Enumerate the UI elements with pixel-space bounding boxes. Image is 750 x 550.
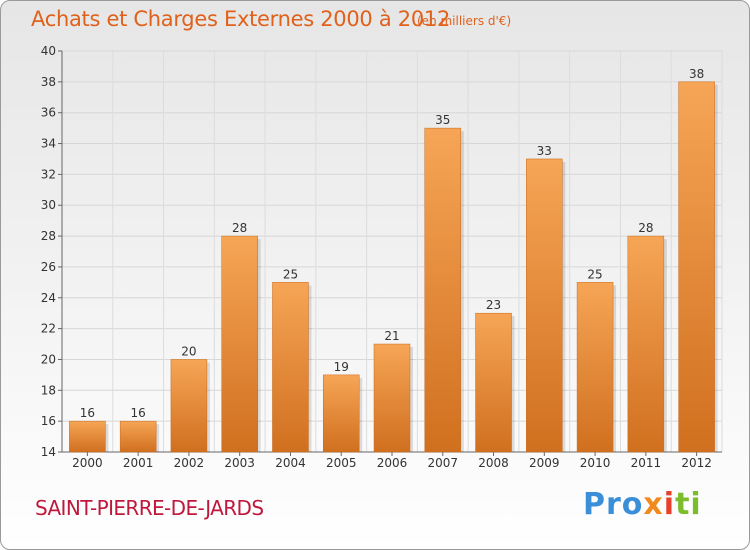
- bar: [119, 420, 157, 453]
- data-label: 16: [131, 406, 146, 420]
- y-tick-label: 24: [41, 291, 56, 305]
- y-tick-label: 38: [41, 75, 56, 89]
- x-tick-label: 2010: [580, 456, 611, 470]
- bar: [69, 420, 106, 453]
- x-tick-label: 2000: [72, 456, 103, 470]
- y-tick-label: 34: [41, 137, 56, 151]
- axes: 14 16 18 20 22 24 26 28 30 32 34 36 38 40 2000 2001 2002…: [41, 44, 722, 470]
- bar: [475, 312, 512, 453]
- x-tick-label: 2004: [275, 456, 306, 470]
- data-label: 16: [80, 406, 95, 420]
- data-label: 38: [689, 67, 704, 81]
- x-tick-label: 2009: [529, 456, 560, 470]
- x-tick-label: 2007: [427, 456, 458, 470]
- bar: [678, 81, 715, 453]
- y-tick-label: 14: [41, 445, 56, 459]
- data-label: 19: [334, 360, 349, 374]
- x-tick-label: 2003: [224, 456, 255, 470]
- data-labels: 16 16 20 28 25 19 21 35 23 33 25 28 38: [80, 67, 705, 420]
- proxiti-logo[interactable]: Proxiti: [583, 487, 702, 522]
- y-tick-label: 28: [41, 229, 56, 243]
- bar: [424, 127, 462, 453]
- y-tick-label: 22: [41, 322, 56, 336]
- bar: [221, 235, 258, 453]
- logo-part: Pro: [583, 487, 644, 522]
- y-tick-label: 26: [41, 260, 56, 274]
- data-label: 33: [537, 144, 552, 158]
- bar: [627, 235, 665, 453]
- x-tick-label: 2001: [123, 456, 154, 470]
- y-tick-label: 36: [41, 106, 56, 120]
- data-label: 25: [587, 267, 602, 281]
- chart-title: Achats et Charges Externes 2000 à 2012: [31, 7, 451, 31]
- data-label: 28: [232, 221, 247, 235]
- bars: [69, 81, 718, 453]
- data-label: 28: [638, 221, 653, 235]
- x-tick-label: 2005: [326, 456, 357, 470]
- bar: [576, 282, 614, 453]
- y-tick-label: 32: [41, 167, 56, 181]
- y-tick-label: 40: [41, 44, 56, 58]
- bar: [272, 282, 309, 453]
- commune-name: SAINT-PIERRE-DE-JARDS: [35, 496, 264, 520]
- chart-subtitle: (en milliers d'€): [417, 14, 512, 28]
- bar: [322, 374, 360, 453]
- y-tick-label: 20: [41, 352, 56, 366]
- y-tick-label: 16: [41, 414, 56, 428]
- data-label: 23: [486, 298, 501, 312]
- x-tick-label: 2008: [478, 456, 509, 470]
- data-label: 25: [283, 267, 298, 281]
- x-tick-label: 2011: [631, 456, 662, 470]
- data-label: 35: [435, 113, 450, 127]
- bar: [526, 158, 563, 453]
- data-label: 20: [181, 344, 196, 358]
- logo-part: x: [643, 487, 664, 522]
- data-label: 21: [384, 329, 399, 343]
- x-tick-label: 2002: [174, 456, 205, 470]
- x-tick-label: 2012: [681, 456, 712, 470]
- logo-part: i: [663, 487, 676, 522]
- bar: [373, 343, 411, 453]
- y-tick-label: 18: [41, 383, 56, 397]
- y-tick-label: 30: [41, 198, 56, 212]
- bar: [170, 359, 208, 453]
- logo-part: ti: [675, 487, 702, 522]
- x-tick-label: 2006: [377, 456, 408, 470]
